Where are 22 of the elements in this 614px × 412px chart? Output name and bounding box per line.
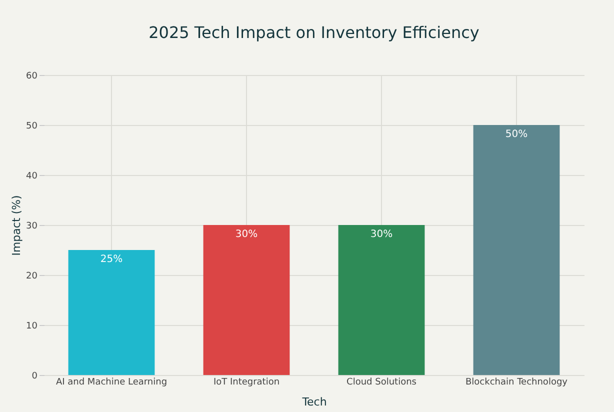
y-tick-label: 60 xyxy=(26,72,38,82)
y-tick-label: 10 xyxy=(26,322,38,332)
x-tick-label: Cloud Solutions xyxy=(346,378,417,388)
y-tick-label: 20 xyxy=(26,272,38,282)
data-label: 30% xyxy=(370,229,393,240)
chart-title: 2025 Tech Impact on Inventory Efficiency xyxy=(148,23,480,42)
x-tick-label: IoT Integration xyxy=(213,378,280,388)
y-tick-label: 50 xyxy=(26,122,38,132)
bar xyxy=(68,250,155,375)
y-tick-label: 40 xyxy=(26,172,38,182)
y-tick-label: 0 xyxy=(32,372,38,382)
bar xyxy=(338,225,425,375)
y-tick-label: 30 xyxy=(26,222,38,232)
data-label: 30% xyxy=(235,229,258,240)
x-axis-title: Tech xyxy=(301,396,327,408)
bar xyxy=(473,125,560,375)
y-axis-title: Impact (%) xyxy=(10,195,24,256)
x-tick-label: AI and Machine Learning xyxy=(56,378,168,388)
bar xyxy=(203,225,290,375)
x-tick-label: Blockchain Technology xyxy=(466,378,568,388)
data-label: 50% xyxy=(505,129,528,140)
data-label: 25% xyxy=(100,254,123,265)
